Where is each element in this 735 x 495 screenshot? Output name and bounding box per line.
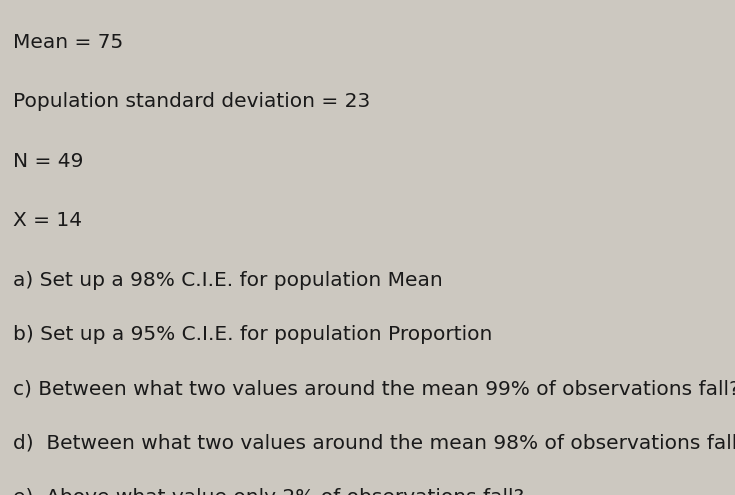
Text: d)  Between what two values around the mean 98% of observations fall?: d) Between what two values around the me…: [13, 434, 735, 453]
Text: Mean = 75: Mean = 75: [13, 33, 123, 52]
Text: c) Between what two values around the mean 99% of observations fall?: c) Between what two values around the me…: [13, 380, 735, 398]
Text: e)  Above what value only 2% of observations fall?: e) Above what value only 2% of observati…: [13, 489, 524, 495]
Text: Population standard deviation = 23: Population standard deviation = 23: [13, 93, 370, 111]
Text: b) Set up a 95% C.I.E. for population Proportion: b) Set up a 95% C.I.E. for population Pr…: [13, 325, 492, 344]
Text: a) Set up a 98% C.I.E. for population Mean: a) Set up a 98% C.I.E. for population Me…: [13, 271, 443, 290]
Text: X = 14: X = 14: [13, 211, 82, 230]
Text: N = 49: N = 49: [13, 152, 84, 171]
